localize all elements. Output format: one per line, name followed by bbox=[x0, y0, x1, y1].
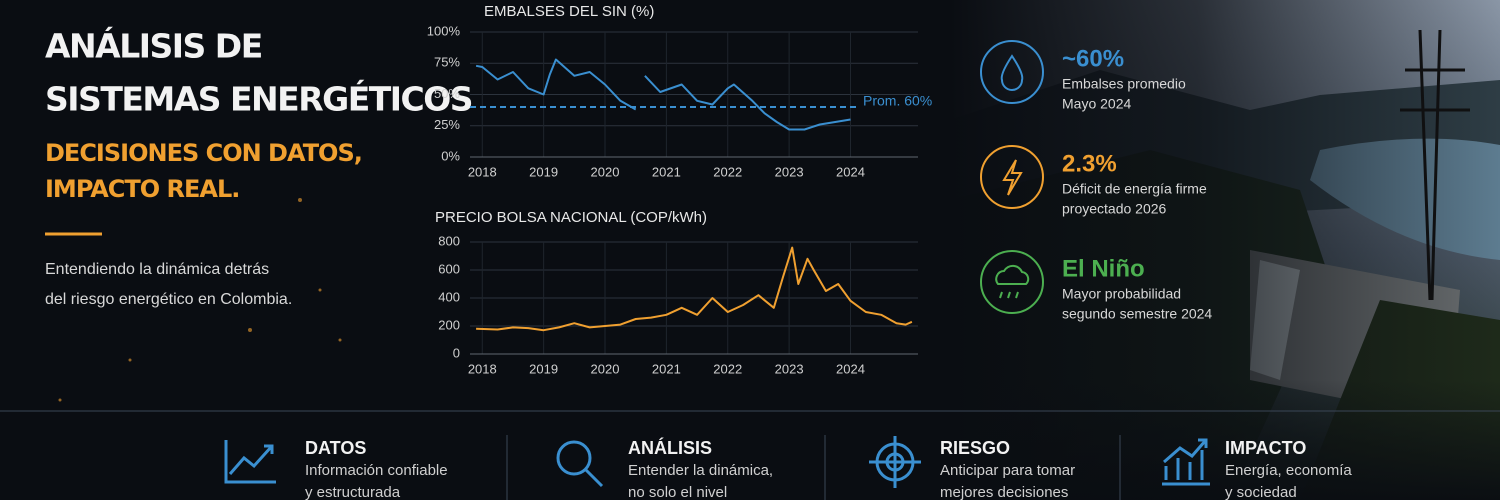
x-tick-label: 2020 bbox=[591, 164, 620, 179]
x-tick-label: 2024 bbox=[836, 164, 865, 179]
kpi-text: Déficit de energía firme bbox=[1062, 181, 1207, 197]
kpi-value: 2.3% bbox=[1062, 150, 1117, 177]
pillar-title: ANÁLISIS bbox=[628, 437, 712, 458]
y-tick-label: 800 bbox=[438, 233, 460, 248]
annotation: Prom. 60% bbox=[863, 93, 932, 109]
subtitle: IMPACTO REAL. bbox=[45, 175, 239, 203]
y-tick-label: 200 bbox=[438, 317, 460, 332]
series-line bbox=[644, 75, 851, 131]
network-dots bbox=[58, 198, 342, 402]
kpi-text: Mayor probabilidad bbox=[1062, 286, 1181, 302]
x-tick-label: 2020 bbox=[591, 361, 620, 376]
x-tick-label: 2018 bbox=[468, 361, 497, 376]
x-tick-label: 2023 bbox=[775, 164, 804, 179]
title: SISTEMAS ENERGÉTICOS bbox=[45, 79, 472, 119]
pillar-text: Información confiable bbox=[305, 462, 448, 479]
kpi-text: Mayo 2024 bbox=[1062, 96, 1131, 112]
kpi-text: proyectado 2026 bbox=[1062, 201, 1167, 217]
pillar-title: DATOS bbox=[305, 438, 366, 458]
description: Entendiendo la dinámica detrás bbox=[45, 261, 269, 278]
y-tick-label: 400 bbox=[438, 289, 460, 304]
x-tick-label: 2018 bbox=[468, 164, 497, 179]
pillar-title: IMPACTO bbox=[1225, 438, 1306, 458]
y-tick-label: 100% bbox=[427, 23, 461, 38]
x-tick-label: 2022 bbox=[713, 361, 742, 376]
title: ANÁLISIS DE bbox=[45, 26, 262, 66]
pillar-text: no solo el nivel bbox=[628, 484, 727, 500]
pillar-text: mejores decisiones bbox=[940, 484, 1068, 500]
pillar-icons bbox=[224, 436, 1210, 488]
pillar-text: Anticipar para tomar bbox=[940, 462, 1075, 479]
x-tick-label: 2021 bbox=[652, 164, 681, 179]
kpi-value: El Niño bbox=[1062, 255, 1145, 282]
pillar-title: RIESGO bbox=[940, 438, 1010, 458]
chart-title: PRECIO BOLSA NACIONAL (COP/kWh) bbox=[435, 209, 707, 226]
y-tick-label: 50% bbox=[434, 86, 460, 101]
x-tick-label: 2024 bbox=[836, 361, 865, 376]
kpi-value: ~60% bbox=[1062, 45, 1124, 72]
y-tick-label: 75% bbox=[434, 55, 460, 70]
pillar-dividers bbox=[506, 435, 1121, 500]
y-tick-label: 0% bbox=[441, 148, 460, 163]
subtitle: DECISIONES CON DATOS, bbox=[45, 139, 362, 167]
x-tick-label: 2023 bbox=[775, 361, 804, 376]
y-tick-label: 0 bbox=[453, 345, 460, 360]
x-tick-label: 2019 bbox=[529, 164, 558, 179]
y-tick-label: 25% bbox=[434, 117, 460, 132]
chart-title: EMBALSES DEL SIN (%) bbox=[484, 3, 654, 20]
series-line bbox=[475, 58, 637, 111]
kpi-text: segundo semestre 2024 bbox=[1062, 306, 1212, 322]
y-tick-label: 600 bbox=[438, 261, 460, 276]
pillar-text: y estructurada bbox=[305, 484, 401, 500]
x-tick-label: 2021 bbox=[652, 361, 681, 376]
pillar-text: Entender la dinámica, bbox=[628, 462, 773, 479]
kpi-icons bbox=[980, 40, 1044, 314]
description: del riesgo energético en Colombia. bbox=[45, 291, 292, 308]
pillar-text: y sociedad bbox=[1225, 484, 1297, 500]
pillar-text: Energía, economía bbox=[1225, 462, 1352, 479]
series-line bbox=[476, 246, 913, 332]
x-tick-label: 2022 bbox=[713, 164, 742, 179]
x-tick-label: 2019 bbox=[529, 361, 558, 376]
kpi-text: Embalses promedio bbox=[1062, 76, 1186, 92]
